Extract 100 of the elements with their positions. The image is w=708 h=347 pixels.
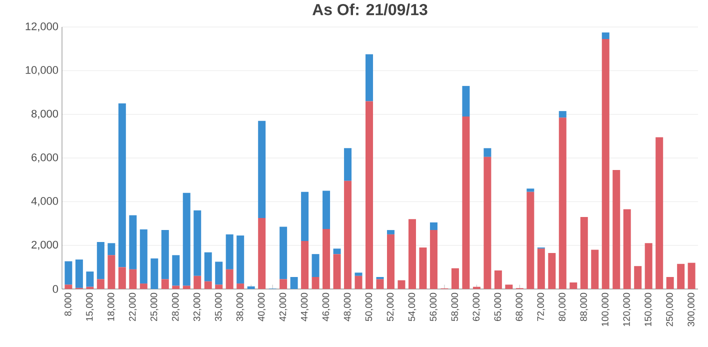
bar (408, 219, 416, 289)
x-tick-label: 150,000 (644, 292, 653, 326)
bar (215, 284, 223, 289)
bar (312, 276, 320, 289)
bar (366, 54, 374, 102)
bar (118, 267, 126, 289)
bar (354, 272, 362, 276)
x-tick-label: 250,000 (666, 292, 674, 326)
x-tick-label: 72,000 (537, 292, 546, 321)
x-tick-label: 58,000 (451, 292, 460, 322)
bar (623, 209, 631, 289)
x-tick-label: 35,000 (214, 292, 223, 322)
x-tick-label: 120,000 (623, 292, 632, 326)
x-tick-label: 68,000 (516, 292, 524, 321)
y-tick-label: 0 (52, 285, 58, 293)
x-tick-label: 100,000 (602, 292, 610, 326)
bar (494, 270, 502, 289)
x-tick-label: 54,000 (408, 292, 416, 322)
bar (108, 243, 116, 256)
bar (182, 192, 190, 286)
bar (172, 286, 180, 289)
x-tick-label: 62,000 (472, 292, 481, 321)
bar (194, 210, 202, 276)
bar (118, 103, 126, 268)
bar (484, 156, 492, 289)
bar (75, 260, 83, 288)
bar (376, 279, 384, 289)
bar (376, 276, 384, 280)
x-tick-label: 22,000 (128, 292, 137, 321)
bar (312, 254, 320, 277)
y-tick-label: 4,000 (31, 197, 58, 206)
x-tick-label: 46,000 (322, 292, 330, 322)
x-tick-label: 88,000 (580, 292, 588, 322)
y-tick-label: 12,000 (26, 22, 58, 32)
bar (96, 279, 104, 289)
bar (140, 229, 148, 284)
bar (182, 286, 190, 289)
bar (96, 242, 104, 280)
bar (64, 261, 72, 285)
bar (226, 269, 234, 289)
bar (602, 32, 610, 40)
bar (656, 137, 664, 289)
bar (688, 262, 696, 289)
bar (129, 215, 137, 270)
x-tick-label: 18,000 (108, 292, 116, 321)
bar (344, 180, 352, 289)
bar (526, 192, 534, 289)
x-tick-label: 52,000 (386, 292, 395, 322)
bar (451, 268, 459, 289)
bar (677, 264, 685, 289)
bar (140, 284, 148, 289)
x-tick-label: 50,000 (365, 292, 374, 322)
y-tick-label: 6,000 (32, 153, 58, 163)
bar (86, 272, 94, 287)
x-tick-label: 38,000 (236, 292, 244, 322)
bar (161, 279, 169, 289)
bar (108, 255, 116, 289)
x-tick-label: 48,000 (344, 292, 352, 322)
bar (301, 192, 309, 241)
bar (150, 258, 158, 289)
x-tick-label: 300,000 (688, 292, 696, 326)
x-tick-label: 65,000 (494, 292, 502, 321)
bar (204, 281, 212, 289)
bar (366, 101, 374, 289)
bar (172, 255, 180, 286)
y-tick-label: 10,000 (26, 66, 58, 76)
bar (666, 276, 674, 289)
bar (386, 234, 394, 289)
y-tick-label: 2,000 (32, 240, 58, 250)
bar (258, 120, 266, 218)
y-tick-label: 8,000 (32, 110, 58, 119)
bar (322, 190, 330, 229)
bar (570, 282, 578, 289)
bar (558, 118, 566, 289)
bar (344, 148, 352, 181)
x-tick-label: 44,000 (300, 292, 309, 322)
bar (215, 262, 223, 285)
bar (204, 252, 212, 282)
bar (580, 216, 588, 289)
bar (430, 230, 438, 289)
bar (634, 266, 642, 289)
x-tick-label: 28,000 (172, 292, 180, 321)
bar (280, 226, 288, 280)
bar (558, 111, 566, 118)
chart-title: As Of: 21/09/13 (312, 4, 428, 16)
bar (526, 188, 534, 192)
bar (644, 243, 652, 289)
bar (236, 236, 244, 284)
bar (247, 286, 255, 289)
bar (161, 230, 169, 280)
bar (333, 254, 341, 289)
bar (322, 228, 330, 289)
bar (290, 276, 298, 289)
x-tick-label: 42,000 (279, 292, 288, 322)
x-tick-label: 56,000 (430, 292, 438, 322)
bar (612, 170, 620, 289)
bar (398, 280, 406, 289)
x-tick-label: 25,000 (150, 292, 158, 321)
bar (548, 252, 556, 289)
bar (462, 86, 470, 117)
